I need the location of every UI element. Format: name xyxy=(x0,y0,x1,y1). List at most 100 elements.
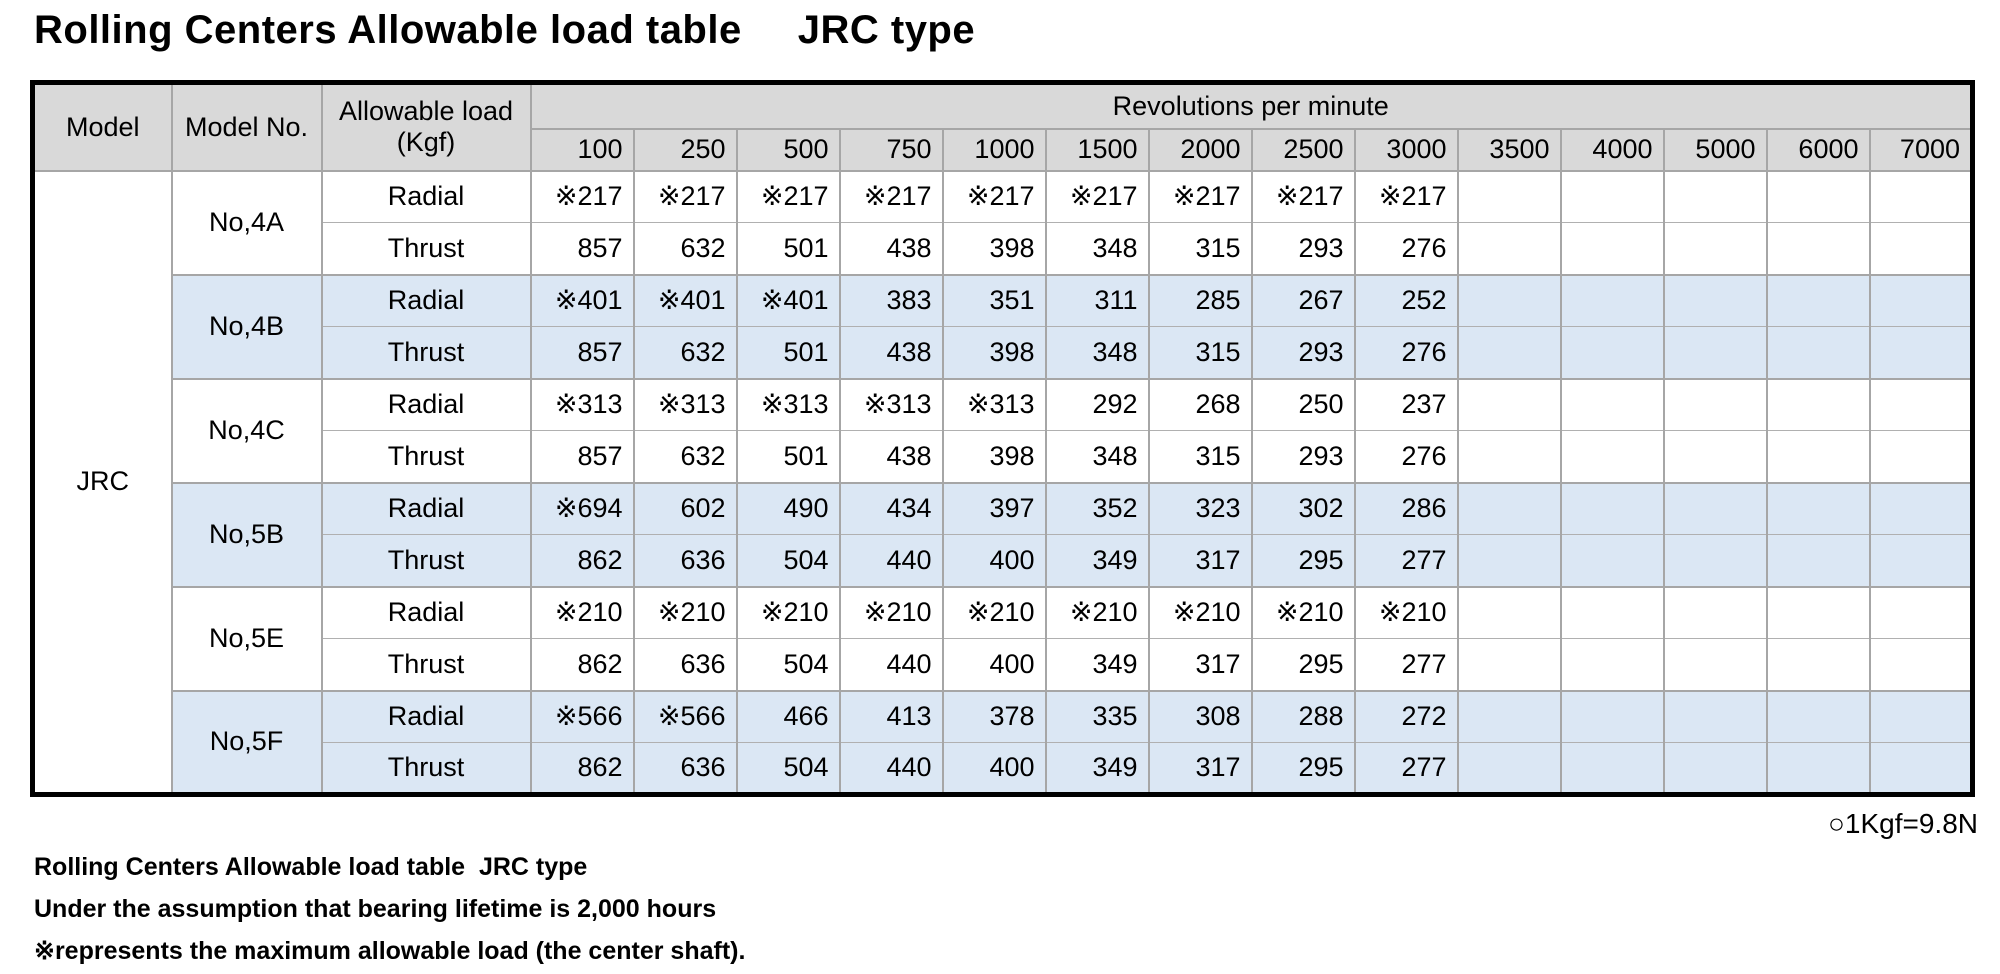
rpm-column-header: 2000 xyxy=(1147,128,1253,171)
value-cell: 438 xyxy=(838,430,944,483)
rpm-column-header: 2500 xyxy=(1250,128,1356,171)
value-cell: 317 xyxy=(1147,742,1253,795)
table-body: JRC No,4A Radial ※217 ※217 ※217 ※217 ※217 ※217 ※2… xyxy=(31,170,1974,795)
value-cell: ※217 xyxy=(632,170,738,223)
value-cell xyxy=(1559,586,1665,639)
value-cell: ※566 xyxy=(529,690,635,743)
value-cell xyxy=(1868,430,1974,483)
table-header: Model Model No. Allowable load (Kgf) Revo… xyxy=(31,82,1974,171)
value-cell xyxy=(1868,222,1974,275)
footnote-caption: Rolling Centers Allowable load table JRC… xyxy=(34,853,588,881)
value-cell xyxy=(1765,534,1871,587)
value-cell: 252 xyxy=(1353,274,1459,327)
value-cell: 295 xyxy=(1250,638,1356,691)
value-cell: ※217 xyxy=(1147,170,1253,223)
table-row: Thrust 862 636 504 440 400 349 317 295 277 xyxy=(32,534,1974,587)
value-cell: 632 xyxy=(632,222,738,275)
value-cell xyxy=(1868,170,1974,223)
load-type-cell: Radial xyxy=(320,586,532,639)
allowable-load-line2: (Kgf) xyxy=(396,127,456,158)
load-type-cell: Thrust xyxy=(320,534,532,587)
value-cell: 857 xyxy=(529,326,635,379)
model-no-cell: No,5E xyxy=(170,586,323,691)
value-cell: 267 xyxy=(1250,274,1356,327)
value-cell: 490 xyxy=(735,482,841,535)
value-cell: ※210 xyxy=(1353,586,1459,639)
rpm-header-row: 100 250 500 750 1000 1500 2000 2500 3000 3500 4000… xyxy=(32,128,1974,171)
value-cell: 295 xyxy=(1250,742,1356,795)
value-cell xyxy=(1662,586,1768,639)
value-cell xyxy=(1559,482,1665,535)
load-type-cell: Thrust xyxy=(320,742,532,795)
footnotes: Rolling Centers Allowable load table JRC… xyxy=(34,846,745,972)
value-cell xyxy=(1765,586,1871,639)
value-cell: 317 xyxy=(1147,534,1253,587)
value-cell xyxy=(1765,170,1871,223)
rpm-column-header: 5000 xyxy=(1662,128,1768,171)
value-cell xyxy=(1559,430,1665,483)
value-cell xyxy=(1765,690,1871,743)
value-cell xyxy=(1456,430,1562,483)
value-cell xyxy=(1456,690,1562,743)
table-row: No,5F Radial ※566 ※566 466 413 378 335 308 288 272 xyxy=(32,690,1974,795)
table-row: No,5E Radial ※210 ※210 ※210 ※210 ※210 ※210 ※210 ※… xyxy=(32,586,1974,691)
value-cell xyxy=(1456,170,1562,223)
value-cell: 400 xyxy=(941,534,1047,587)
value-cell xyxy=(1456,378,1562,431)
value-cell xyxy=(1456,274,1562,327)
table-row: JRC No,4A Radial ※217 ※217 ※217 ※217 ※217 ※217 ※2… xyxy=(31,170,1974,795)
value-cell xyxy=(1559,690,1665,743)
value-cell: ※401 xyxy=(529,274,635,327)
value-cell: 308 xyxy=(1147,690,1253,743)
value-cell xyxy=(1662,690,1768,743)
value-cell xyxy=(1559,170,1665,223)
value-cell: 348 xyxy=(1044,222,1150,275)
value-cell: 504 xyxy=(735,534,841,587)
rpm-column-header: 100 xyxy=(529,128,635,171)
value-cell xyxy=(1868,534,1974,587)
value-cell xyxy=(1559,274,1665,327)
value-cell: ※210 xyxy=(632,586,738,639)
value-cell: 348 xyxy=(1044,326,1150,379)
value-cell: ※694 xyxy=(529,482,635,535)
value-cell xyxy=(1456,742,1562,795)
value-cell: 302 xyxy=(1250,482,1356,535)
value-cell xyxy=(1456,326,1562,379)
value-cell xyxy=(1868,378,1974,431)
value-cell xyxy=(1559,326,1665,379)
value-cell: 857 xyxy=(529,430,635,483)
value-cell: 237 xyxy=(1353,378,1459,431)
value-cell: 400 xyxy=(941,638,1047,691)
model-cell: JRC xyxy=(31,170,173,795)
value-cell xyxy=(1765,274,1871,327)
value-cell: ※313 xyxy=(838,378,944,431)
value-cell: 268 xyxy=(1147,378,1253,431)
value-cell xyxy=(1765,638,1871,691)
load-type-cell: Radial xyxy=(320,274,532,327)
rpm-column-header: 1500 xyxy=(1044,128,1150,171)
value-cell: 295 xyxy=(1250,534,1356,587)
value-cell: ※401 xyxy=(632,274,738,327)
value-cell: 349 xyxy=(1044,742,1150,795)
value-cell: 397 xyxy=(941,482,1047,535)
value-cell: 277 xyxy=(1353,638,1459,691)
value-cell xyxy=(1559,222,1665,275)
value-cell xyxy=(1765,378,1871,431)
value-cell: 323 xyxy=(1147,482,1253,535)
allowable-load-table: Model Model No. Allowable load (Kgf) Revo… xyxy=(30,80,1975,797)
value-cell: 276 xyxy=(1353,326,1459,379)
footnote-assumption: Under the assumption that bearing lifeti… xyxy=(34,895,717,923)
value-cell: 602 xyxy=(632,482,738,535)
value-cell: 440 xyxy=(838,742,944,795)
rpm-column-header: 1000 xyxy=(941,128,1047,171)
model-no-cell: No,5F xyxy=(170,690,323,795)
value-cell: 293 xyxy=(1250,430,1356,483)
value-cell: 272 xyxy=(1353,690,1459,743)
value-cell: 250 xyxy=(1250,378,1356,431)
value-cell xyxy=(1456,222,1562,275)
value-cell xyxy=(1662,222,1768,275)
value-cell: ※210 xyxy=(1044,586,1150,639)
page-title: Rolling Centers Allowable load table JRC … xyxy=(34,8,975,53)
value-cell: 292 xyxy=(1044,378,1150,431)
